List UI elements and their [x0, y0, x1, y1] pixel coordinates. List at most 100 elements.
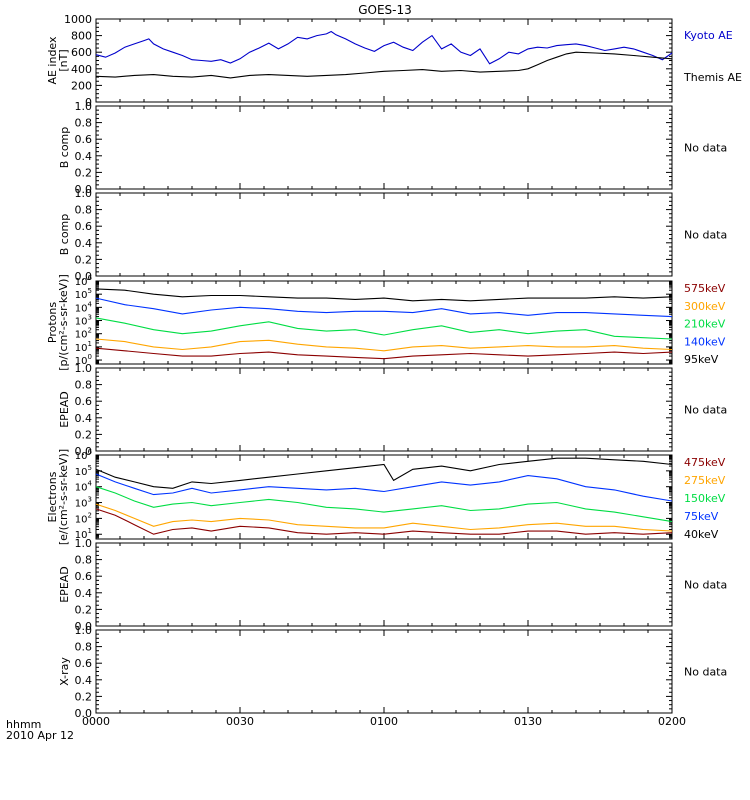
y-tick-label: 103	[75, 314, 92, 328]
y-tick-label: 0.6	[75, 395, 93, 408]
panel-frame	[95, 18, 673, 103]
y-tick-label: 1000	[64, 13, 92, 26]
y-tick-label: 0.2	[75, 603, 93, 616]
y-axis-label: X-ray	[58, 657, 71, 686]
series-line-475kev	[95, 508, 673, 535]
series-line-150kev	[95, 486, 673, 523]
y-axis-label: B comp	[58, 127, 71, 169]
y-tick-label: 0.8	[75, 117, 93, 130]
y-tick-label: 0.8	[75, 554, 93, 567]
series-line-575kev	[95, 347, 673, 360]
y-tick-label: 1.0	[75, 537, 93, 550]
no-data-note: No data	[684, 666, 727, 679]
x-tick-label: 0130	[514, 715, 542, 728]
x-tick-label: 0100	[370, 715, 398, 728]
legend-entry: Kyoto AE	[684, 29, 733, 42]
y-tick-label: 0.8	[75, 641, 93, 654]
legend-entry: Themis AE	[683, 71, 742, 84]
y-tick-label: 105	[75, 464, 92, 478]
x-axis-unit-label: hhmm	[6, 718, 41, 731]
series-line-210kev	[95, 317, 673, 340]
no-data-note: No data	[684, 142, 727, 155]
panel-b1: 0.0 0.2 0.4 0.6 0.8 1.0 B comp No data	[58, 100, 727, 196]
panel-b2: 0.0 0.2 0.4 0.6 0.8 1.0 B comp No data	[58, 187, 727, 283]
x-tick-label: 0030	[226, 715, 254, 728]
y-tick-label: 0.2	[75, 690, 93, 703]
y-tick-label: 0.4	[75, 237, 93, 250]
no-data-note: No data	[684, 579, 727, 592]
plot-title: GOES-13	[358, 3, 412, 17]
x-axis-date-label: 2010 Apr 12	[6, 729, 74, 742]
y-tick-label: 1.0	[75, 187, 93, 200]
y-axis-label: AE index	[46, 36, 59, 85]
no-data-note: No data	[684, 404, 727, 417]
y-tick-label: 0.4	[75, 674, 93, 687]
panel-frame	[95, 192, 673, 277]
series-line-themis-ae	[95, 51, 673, 79]
y-tick-label: 101	[75, 340, 92, 354]
y-axis-label: [nT]	[57, 49, 70, 71]
y-tick-label: 0.0	[75, 270, 93, 283]
y-tick-label: 1.0	[75, 624, 93, 637]
y-tick-label: 0.2	[75, 428, 93, 441]
y-tick-label: 0.8	[75, 379, 93, 392]
panel-epead1: 0.0 0.2 0.4 0.6 0.8 1.0 EPEAD No data	[58, 362, 727, 458]
y-tick-label: 0.2	[75, 253, 93, 266]
y-tick-label: 101	[75, 527, 92, 541]
y-tick-label: 0.2	[75, 166, 93, 179]
series-line-275kev	[95, 503, 673, 532]
y-tick-label: 0.4	[75, 150, 93, 163]
y-tick-label: 0.4	[75, 587, 93, 600]
y-tick-label: 0.6	[75, 133, 93, 146]
y-axis-label: Electrons	[46, 471, 59, 522]
y-axis-label: B comp	[58, 214, 71, 256]
legend-entry: 575keV	[684, 282, 726, 295]
y-axis-label: [p/(cm²-s-sr-keV)]	[57, 274, 70, 371]
y-axis-label: EPEAD	[58, 391, 71, 428]
x-tick-label: 0000	[82, 715, 110, 728]
y-tick-label: 800	[71, 30, 92, 43]
y-tick-label: 103	[75, 496, 92, 510]
y-tick-label: 0.4	[75, 412, 93, 425]
panels: 0200 400 600 800 1000 AE index[nT] Kyoto AE The…	[46, 13, 742, 728]
y-tick-label: 0.8	[75, 204, 93, 217]
panel-epead2: 0.0 0.2 0.4 0.6 0.8 1.0 EPEAD No data	[58, 537, 727, 633]
y-tick-label: 104	[75, 480, 93, 494]
y-tick-label: 0.0	[75, 183, 93, 196]
y-axis-label: [e/(cm²-s-sr-keV)]	[57, 449, 70, 545]
no-data-note: No data	[684, 229, 727, 242]
series-line-kyoto-ae	[95, 30, 673, 65]
y-tick-label: 200	[71, 79, 92, 92]
legend-entry: 210keV	[684, 318, 726, 331]
legend-entry: 275keV	[684, 474, 726, 487]
x-tick-label: 0200	[658, 715, 686, 728]
y-tick-label: 1.0	[75, 100, 93, 113]
legend-entry: 40keV	[684, 528, 719, 541]
panel-ae: 0 200 400 600 800 1000 AE index[nT] Kyoto AE The…	[46, 13, 742, 109]
series-line-75kev	[95, 473, 673, 502]
panel-xray: 0.0 0.2 0.4 0.6 0.8 1.0 X-ray No data	[58, 624, 727, 720]
y-tick-label: 600	[71, 46, 92, 59]
series-line-140kev	[95, 297, 673, 318]
y-tick-label: 102	[75, 327, 92, 341]
y-tick-label: 0.6	[75, 657, 93, 670]
y-tick-label: 102	[75, 511, 92, 525]
y-axis-label: EPEAD	[58, 566, 71, 603]
series-line-95kev	[95, 288, 673, 302]
y-tick-label: 400	[71, 63, 92, 76]
y-tick-label: 106	[75, 274, 93, 288]
legend-entry: 140keV	[684, 335, 726, 348]
series-line-40kev	[95, 457, 673, 489]
legend-entry: 75keV	[684, 510, 719, 523]
panel-frame	[95, 629, 673, 714]
y-axis-label: Protons	[46, 302, 59, 343]
panel-frame	[95, 367, 673, 452]
y-tick-label: 104	[75, 300, 93, 314]
y-tick-label: 106	[75, 448, 93, 462]
legend-entry: 475keV	[684, 456, 726, 469]
y-tick-label: 0.0	[75, 620, 93, 633]
y-tick-label: 0.0	[75, 445, 93, 458]
y-tick-label: 0.6	[75, 570, 93, 583]
